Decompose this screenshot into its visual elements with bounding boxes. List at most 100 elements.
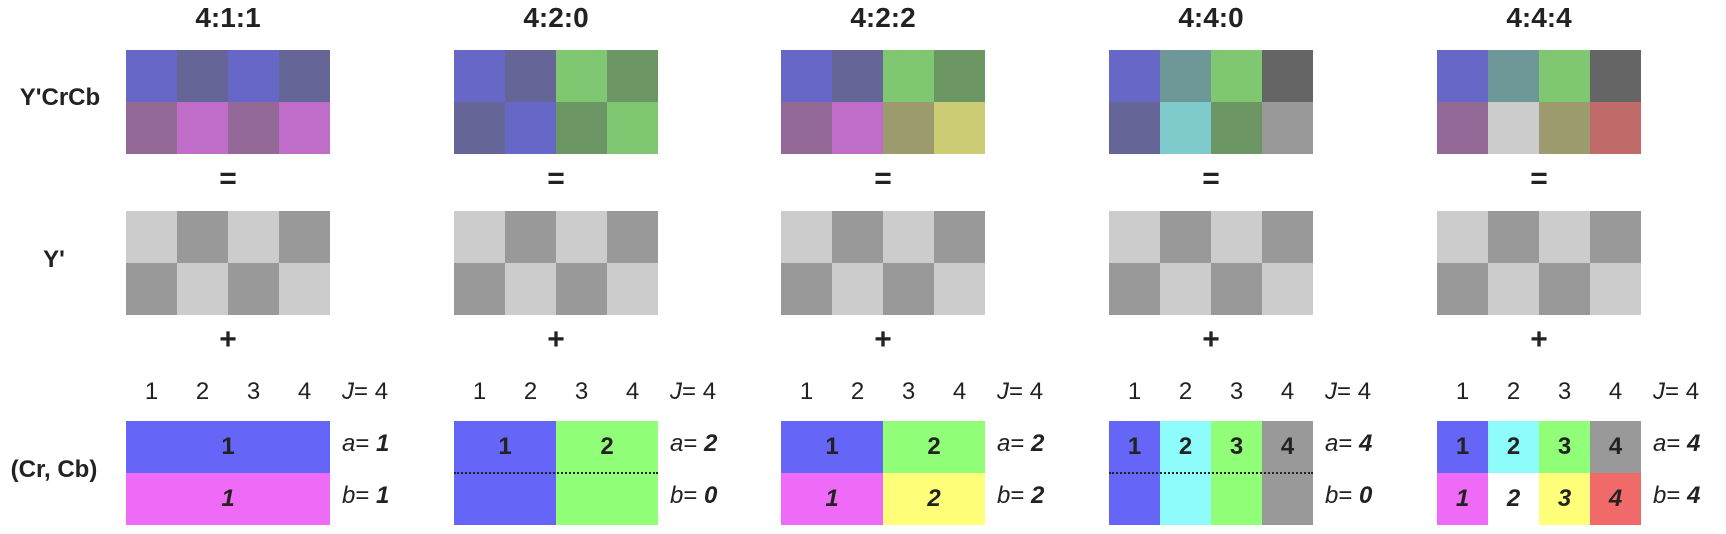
- luma-pixel: [781, 211, 832, 263]
- param-a-equals: =: [1010, 430, 1032, 457]
- param-j-equals: =: [1665, 378, 1686, 405]
- column-number: 3: [246, 378, 261, 405]
- param-a: a= 1: [342, 430, 389, 458]
- ycrcb-grid: [781, 50, 985, 154]
- luma-pixel: [832, 211, 883, 263]
- param-j-equals: =: [1337, 378, 1358, 405]
- equals-sign: =: [219, 162, 237, 195]
- ycrcb-pixel: [1160, 50, 1211, 102]
- luma-pixel: [505, 211, 556, 263]
- param-j-equals: =: [1009, 378, 1030, 405]
- row-label-y: Y': [43, 246, 65, 273]
- param-j-value: 4: [1685, 378, 1700, 405]
- plus-sign: +: [1202, 323, 1220, 356]
- param-a-value: 1: [376, 430, 390, 457]
- luma-pixel: [607, 211, 658, 263]
- param-j-label: J: [1325, 378, 1337, 405]
- param-a-value: 2: [704, 430, 718, 457]
- equals-sign: =: [1202, 162, 1220, 195]
- param-j-label: J: [670, 378, 682, 405]
- luma-pixel: [279, 263, 330, 315]
- ycrcb-pixel: [126, 102, 177, 154]
- param-j: J= 4: [997, 378, 1043, 406]
- ycrcb-pixel: [505, 50, 556, 102]
- param-a-value: 2: [1031, 430, 1045, 457]
- param-j-label: J: [997, 378, 1009, 405]
- ycrcb-pixel: [1109, 102, 1160, 154]
- ycrcb-pixel: [1211, 102, 1262, 154]
- column-number: 1: [1127, 378, 1142, 405]
- column-number: 4: [952, 378, 967, 405]
- luma-pixel: [1262, 211, 1313, 263]
- ycrcb-pixel: [126, 50, 177, 102]
- luma-pixel: [228, 263, 279, 315]
- column-number: 3: [901, 378, 916, 405]
- ycrcb-pixel: [454, 102, 505, 154]
- luma-grid: [454, 211, 658, 315]
- column-number: 2: [850, 378, 865, 405]
- param-b-value: 2: [1031, 482, 1045, 509]
- param-b-value: 0: [1359, 482, 1373, 509]
- param-a: a= 4: [1653, 430, 1700, 458]
- plus-sign: +: [1530, 323, 1548, 356]
- ycrcb-pixel: [1590, 50, 1641, 102]
- param-b-label: b: [997, 482, 1011, 509]
- plus-sign: +: [547, 323, 565, 356]
- column-number: 2: [1506, 378, 1521, 405]
- ycrcb-pixel: [1488, 102, 1539, 154]
- luma-pixel: [1488, 211, 1539, 263]
- param-j: J= 4: [670, 378, 716, 406]
- ycrcb-pixel: [934, 50, 985, 102]
- scheme-title: 4:2:0: [523, 2, 589, 33]
- ycrcb-pixel: [1539, 102, 1590, 154]
- ycrcb-pixel: [781, 102, 832, 154]
- param-b-equals: =: [1010, 482, 1032, 509]
- scheme-title: 4:4:4: [1506, 2, 1572, 33]
- luma-pixel: [1437, 211, 1488, 263]
- ycrcb-pixel: [1211, 50, 1262, 102]
- ycrcb-pixel: [1437, 102, 1488, 154]
- luma-pixel: [1539, 211, 1590, 263]
- luma-pixel: [228, 211, 279, 263]
- chroma-block-bottom: 2: [883, 473, 985, 525]
- luma-grid: [781, 211, 985, 315]
- row-label-crcb: (Cr, Cb): [10, 456, 98, 483]
- ycrcb-grid: [1109, 50, 1313, 154]
- ycrcb-pixel: [607, 50, 658, 102]
- param-j: J= 4: [1325, 378, 1371, 406]
- param-b: b= 0: [670, 482, 717, 510]
- column-number: 1: [472, 378, 487, 405]
- param-b-value: 1: [376, 482, 390, 509]
- column-number: 4: [625, 378, 640, 405]
- ycrcb-pixel: [1437, 50, 1488, 102]
- param-b: b= 1: [342, 482, 389, 510]
- param-b-value: 4: [1687, 482, 1701, 509]
- luma-grid: [1437, 211, 1641, 315]
- chroma-block-bottom: [1160, 473, 1211, 525]
- column-number: 1: [144, 378, 159, 405]
- ycrcb-pixel: [1262, 50, 1313, 102]
- luma-pixel: [934, 211, 985, 263]
- luma-pixel: [934, 263, 985, 315]
- chroma-block-top: 3: [1211, 421, 1262, 473]
- ycrcb-pixel: [1262, 102, 1313, 154]
- ycrcb-pixel: [1539, 50, 1590, 102]
- chroma-block-top: 3: [1539, 421, 1590, 473]
- ycrcb-grid: [126, 50, 330, 154]
- param-b-label: b: [1653, 482, 1667, 509]
- param-j-value: 4: [374, 378, 389, 405]
- param-a-label: a: [1325, 430, 1339, 457]
- param-j-label: J: [1653, 378, 1665, 405]
- ycrcb-pixel: [934, 102, 985, 154]
- param-a-equals: =: [355, 430, 377, 457]
- chroma-block-top: 2: [883, 421, 985, 473]
- luma-pixel: [883, 211, 934, 263]
- ycrcb-pixel: [454, 50, 505, 102]
- scheme-title: 4:1:1: [195, 2, 261, 33]
- param-b-equals: =: [355, 482, 377, 509]
- plus-sign: +: [219, 323, 237, 356]
- ycrcb-pixel: [228, 50, 279, 102]
- column-number: 3: [574, 378, 589, 405]
